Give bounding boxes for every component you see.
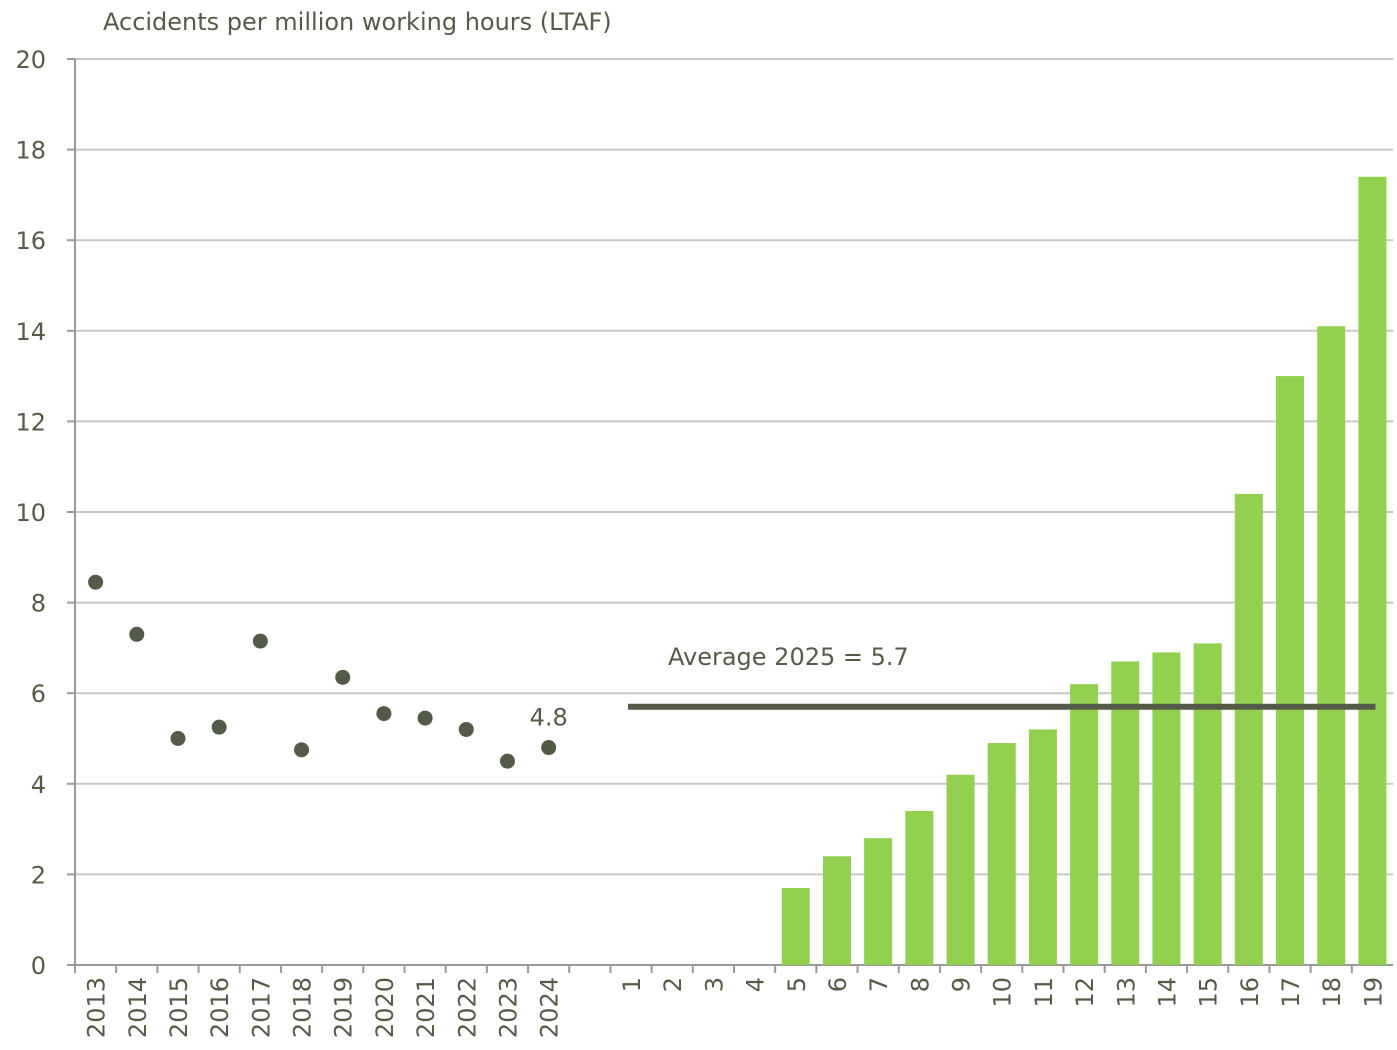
y-tick-label: 20 <box>15 46 46 74</box>
y-axis-title: Accidents per million working hours (LTA… <box>103 8 612 36</box>
y-tick-label: 16 <box>15 227 46 255</box>
x-tick-label: 2022 <box>453 977 481 1038</box>
dot <box>376 706 392 722</box>
x-tick-label: 6 <box>824 977 852 992</box>
x-tick-label: 7 <box>865 977 893 992</box>
x-tick-label: 10 <box>989 977 1017 1008</box>
x-tick-label: 2 <box>659 977 687 992</box>
bar <box>987 743 1016 965</box>
dot <box>88 574 104 590</box>
x-tick-label: 18 <box>1318 977 1346 1008</box>
x-tick-label: 4 <box>742 977 770 992</box>
bar <box>1028 729 1057 965</box>
x-tick-label: 5 <box>783 977 811 992</box>
x-tick-label: 2015 <box>165 977 193 1038</box>
x-tick-label: 2020 <box>371 977 399 1038</box>
dot <box>417 710 433 726</box>
x-tick-label: 17 <box>1277 977 1305 1008</box>
x-tick-label: 8 <box>906 977 934 992</box>
x-tick-label: 11 <box>1030 977 1058 1008</box>
bar <box>1070 684 1099 965</box>
x-tick-label: 14 <box>1153 977 1181 1008</box>
dot <box>541 740 557 756</box>
x-tick-label: 2019 <box>330 977 358 1038</box>
x-tick-label: 2017 <box>247 977 275 1038</box>
bar <box>864 838 893 965</box>
x-tick-label: 2024 <box>536 977 564 1038</box>
y-tick-label: 14 <box>15 318 46 346</box>
x-tick-label: 9 <box>948 977 976 992</box>
bar <box>1111 661 1140 965</box>
bar <box>1193 643 1222 965</box>
dot <box>499 753 515 769</box>
x-tick-label: 2023 <box>494 977 522 1038</box>
y-tick-label: 18 <box>15 137 46 165</box>
bar <box>1234 493 1263 965</box>
dot <box>335 669 351 685</box>
y-tick-label: 10 <box>15 499 46 527</box>
bar <box>946 774 975 965</box>
bar <box>1317 326 1346 965</box>
x-tick-label: 2013 <box>83 977 111 1038</box>
bar <box>905 810 934 965</box>
y-tick-label: 0 <box>31 952 46 980</box>
dot <box>458 721 474 737</box>
dot <box>211 719 227 735</box>
x-tick-label: 16 <box>1236 977 1264 1008</box>
y-tick-label: 2 <box>31 861 46 889</box>
bar <box>1358 176 1387 965</box>
bar <box>1152 652 1181 965</box>
average-label: Average 2025 = 5.7 <box>668 643 909 671</box>
y-tick-label: 8 <box>31 590 46 618</box>
x-tick-label: 3 <box>700 977 728 992</box>
y-tick-label: 6 <box>31 680 46 708</box>
y-tick-label: 12 <box>15 408 46 436</box>
x-tick-label: 2018 <box>289 977 317 1038</box>
x-tick-label: 2016 <box>206 977 234 1038</box>
x-tick-label: 2014 <box>124 977 152 1038</box>
x-tick-label: 12 <box>1071 977 1099 1008</box>
dot <box>170 731 186 746</box>
x-tick-label: 19 <box>1359 977 1387 1008</box>
dot <box>129 626 145 642</box>
x-tick-label: 13 <box>1112 977 1140 1008</box>
bar <box>822 856 851 965</box>
x-tick-label: 15 <box>1195 977 1223 1008</box>
x-tick-label: 1 <box>618 977 646 992</box>
dot <box>294 742 310 758</box>
bar <box>781 887 810 965</box>
bar <box>1276 376 1305 966</box>
y-tick-label: 4 <box>31 771 46 799</box>
data-label: 4.8 <box>530 704 568 732</box>
dot <box>252 633 268 649</box>
x-tick-label: 2021 <box>412 977 440 1038</box>
